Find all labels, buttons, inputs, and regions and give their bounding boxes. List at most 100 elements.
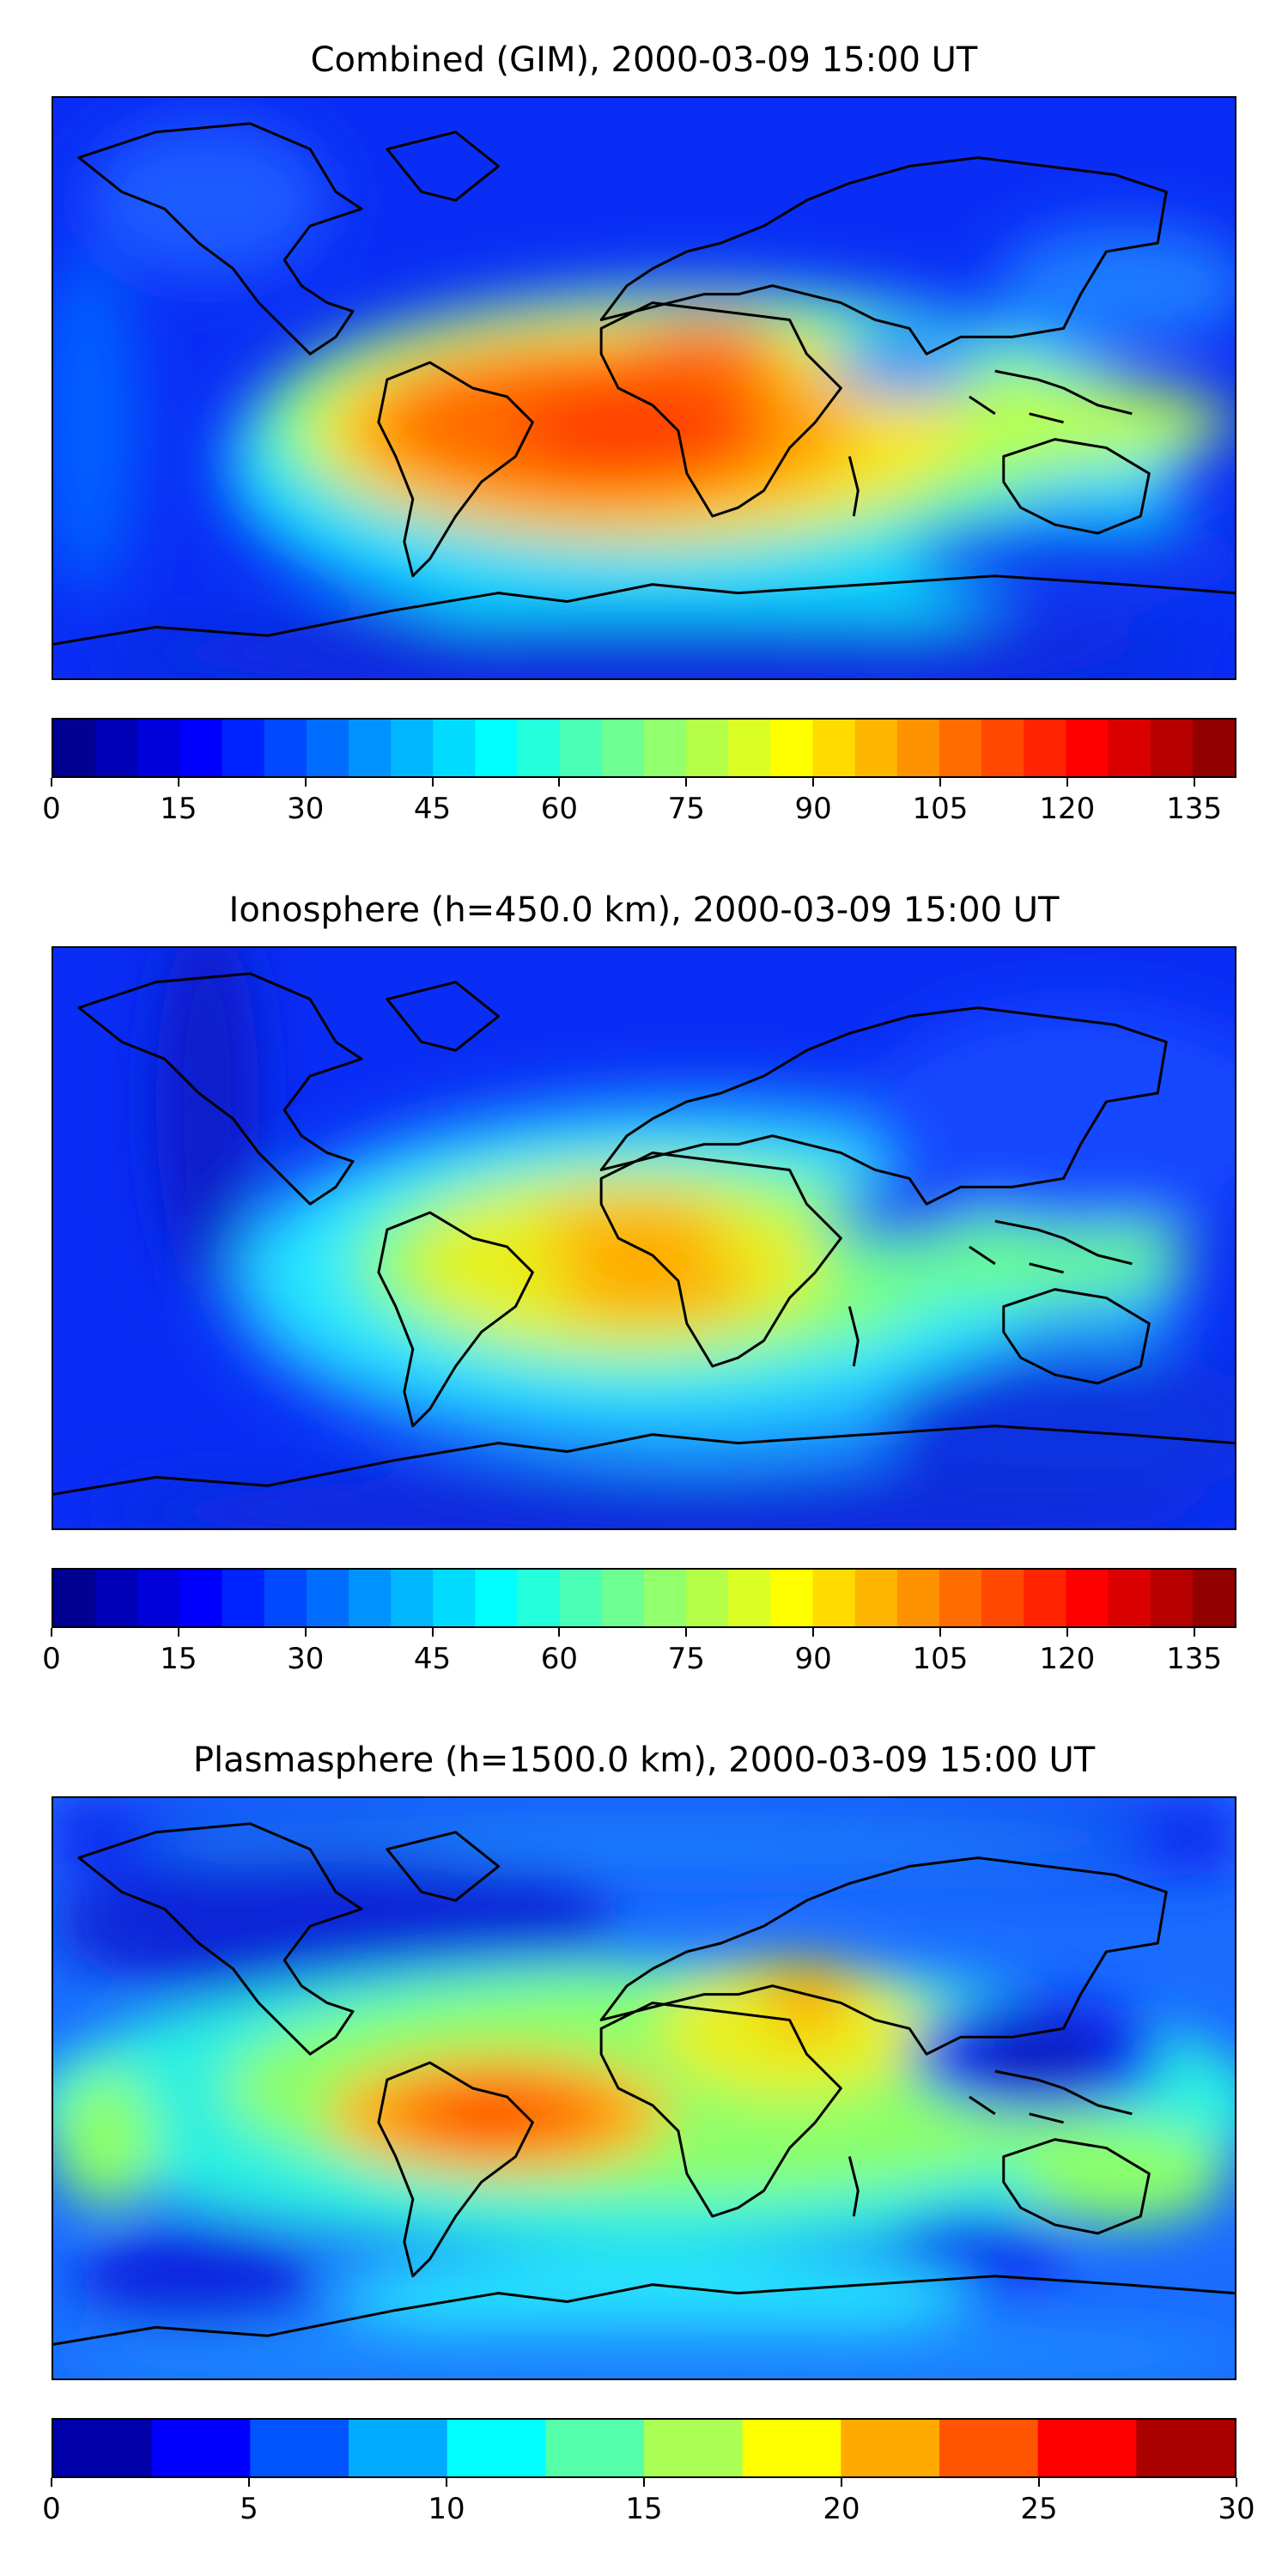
colorbar-level <box>517 720 561 776</box>
colorbar-tick <box>51 778 52 787</box>
colorbar-tick-label: 15 <box>160 1642 197 1676</box>
colorbar-level <box>1066 1570 1109 1626</box>
colorbar-tick-label: 5 <box>240 2492 258 2526</box>
colorbar-tick-label: 10 <box>428 2492 465 2526</box>
colorbar-tick <box>1066 1628 1068 1637</box>
colorbar-tick-label: 25 <box>1020 2492 1058 2526</box>
colorbar-tick <box>1038 2478 1040 2487</box>
colorbar-level <box>53 720 96 776</box>
colorbar-level <box>1024 1570 1067 1626</box>
colorbar-tick-label: 105 <box>912 792 969 826</box>
heatmap-combined <box>53 98 1235 678</box>
colorbar-level <box>95 720 138 776</box>
colorbar-level <box>841 2420 940 2476</box>
colorbar-tick <box>431 778 434 787</box>
colorbar-tick <box>1066 778 1068 787</box>
map-plot <box>52 1796 1236 2380</box>
colorbar-level <box>728 720 772 776</box>
colorbar-tick <box>304 778 307 787</box>
colorbar-level <box>53 2420 153 2476</box>
colorbar-tick-label: 0 <box>42 1642 61 1676</box>
colorbar <box>52 2418 1236 2478</box>
colorbar-level <box>686 720 729 776</box>
colorbar-tick-label: 30 <box>287 792 325 826</box>
colorbar-tick-label: 45 <box>413 792 452 826</box>
colorbar-tick <box>1193 778 1195 787</box>
colorbar-level <box>391 720 434 776</box>
colorbar-level <box>1136 2420 1235 2476</box>
colorbar-tick-label: 75 <box>667 1642 705 1676</box>
colorbar-level <box>981 1570 1024 1626</box>
colorbar-level <box>812 1570 856 1626</box>
colorbar-tick <box>939 1628 941 1637</box>
colorbar-tick-label: 15 <box>160 792 197 826</box>
colorbar-level <box>95 1570 138 1626</box>
colorbar-tick <box>1236 2478 1237 2487</box>
colorbar-level <box>264 1570 307 1626</box>
colorbar-tick-label: 60 <box>540 1642 579 1676</box>
map-plot <box>52 96 1236 680</box>
colorbar-level <box>770 720 814 776</box>
colorbar-level <box>812 720 856 776</box>
colorbar-level <box>644 2420 744 2476</box>
colorbar-tick <box>177 1628 179 1637</box>
colorbar-tick <box>812 778 815 787</box>
colorbar-level <box>1108 720 1151 776</box>
colorbar-tick <box>431 1628 434 1637</box>
colorbar-level <box>151 2420 251 2476</box>
colorbar <box>52 1568 1236 1628</box>
colorbar-level <box>179 720 223 776</box>
colorbar-level <box>349 1570 392 1626</box>
colorbar-tick <box>841 2478 842 2487</box>
colorbar-gradient <box>53 2420 1235 2476</box>
colorbar-level <box>222 720 265 776</box>
colorbar-level <box>1192 1570 1235 1626</box>
map-plot <box>52 946 1236 1530</box>
colorbar-level <box>137 720 181 776</box>
colorbar-level <box>1037 2420 1137 2476</box>
colorbar-level <box>1150 1570 1194 1626</box>
colorbar-tick-label: 90 <box>794 1642 832 1676</box>
colorbar-gradient <box>53 1570 1235 1626</box>
colorbar-level <box>559 1570 603 1626</box>
colorbar-tick-label: 105 <box>912 1642 969 1676</box>
colorbar-level <box>306 720 349 776</box>
colorbar-tick-label: 60 <box>540 792 579 826</box>
colorbar-level <box>391 1570 434 1626</box>
colorbar-level <box>981 720 1024 776</box>
colorbar-level <box>1192 720 1235 776</box>
colorbar-tick-label: 75 <box>667 792 705 826</box>
colorbar-tick-label: 45 <box>413 1642 452 1676</box>
colorbar-tick <box>304 1628 307 1637</box>
colorbar-tick-label: 30 <box>287 1642 325 1676</box>
colorbar-level <box>601 1570 645 1626</box>
colorbar-tick <box>558 1628 561 1637</box>
colorbar-tick-label: 135 <box>1166 1642 1223 1676</box>
colorbar-level <box>1150 720 1194 776</box>
panel-title: Ionosphere (h=450.0 km), 2000-03-09 15:0… <box>228 890 1060 930</box>
colorbar-level <box>854 720 898 776</box>
colorbar-tick <box>248 2478 250 2487</box>
panel-title: Plasmasphere (h=1500.0 km), 2000-03-09 1… <box>192 1741 1096 1780</box>
colorbar-tick-label: 90 <box>794 792 832 826</box>
colorbar-level <box>939 2420 1039 2476</box>
colorbar-level <box>896 1570 940 1626</box>
colorbar-tick <box>51 1628 52 1637</box>
heatmap-ionosphere <box>53 948 1235 1528</box>
colorbar-level <box>349 720 392 776</box>
colorbar-level <box>137 1570 181 1626</box>
colorbar-level <box>250 2420 349 2476</box>
colorbar-level <box>644 1570 687 1626</box>
colorbar-tick <box>51 2478 52 2487</box>
colorbar-level <box>939 720 982 776</box>
colorbar-ticks: 0 15 30 45 60 75 90 105 120 135 <box>42 778 1236 829</box>
colorbar-tick <box>939 778 941 787</box>
colorbar-level <box>545 2420 645 2476</box>
colorbar-level <box>349 2420 448 2476</box>
panel-title: Combined (GIM), 2000-03-09 15:00 UT <box>310 40 978 80</box>
colorbar-level <box>686 1570 729 1626</box>
colorbar-level <box>517 1570 561 1626</box>
colorbar-tick-label: 0 <box>42 2492 61 2526</box>
colorbar-level <box>742 2420 841 2476</box>
colorbar-tick-label: 20 <box>823 2492 860 2526</box>
